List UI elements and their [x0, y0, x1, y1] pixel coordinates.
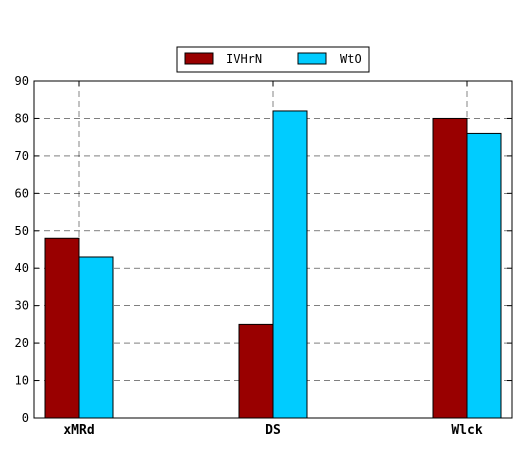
axis-ticks — [34, 80, 512, 419]
x-tick-label-wlck: Wlck — [451, 423, 482, 438]
y-tick-label: 60 — [15, 186, 29, 200]
bar-wto-xmrd — [78, 256, 114, 419]
bar-wto-ds — [272, 110, 308, 419]
y-tick-label: 30 — [15, 299, 29, 313]
y-tick-label: 10 — [15, 374, 29, 388]
bar-ivhrn-xmrd — [44, 237, 80, 419]
bars — [44, 110, 502, 419]
x-tick-labels: xMRd DS Wlck — [63, 423, 482, 438]
legend: IVHrN WtO — [176, 46, 370, 73]
y-tick-label: 50 — [15, 224, 29, 238]
bar-wto-wlck — [466, 132, 502, 419]
y-tick-label: 90 — [15, 74, 29, 88]
legend-swatch-wto — [297, 52, 327, 65]
y-tick-labels: 0 10 20 30 40 50 60 70 80 90 — [15, 74, 29, 425]
bar-ivhrn-wlck — [432, 117, 468, 419]
y-tick-label: 80 — [15, 111, 29, 125]
y-tick-label: 20 — [15, 336, 29, 350]
legend-swatch-ivhrn — [184, 52, 214, 65]
legend-label-wto: WtO — [340, 52, 362, 66]
y-tick-label: 70 — [15, 149, 29, 163]
x-tick-label-ds: DS — [265, 423, 281, 438]
y-tick-label: 40 — [15, 261, 29, 275]
y-tick-label: 0 — [22, 411, 29, 425]
bar-ivhrn-ds — [238, 323, 274, 419]
legend-label-ivhrn: IVHrN — [226, 52, 262, 66]
x-tick-label-xmrd: xMRd — [63, 423, 94, 438]
